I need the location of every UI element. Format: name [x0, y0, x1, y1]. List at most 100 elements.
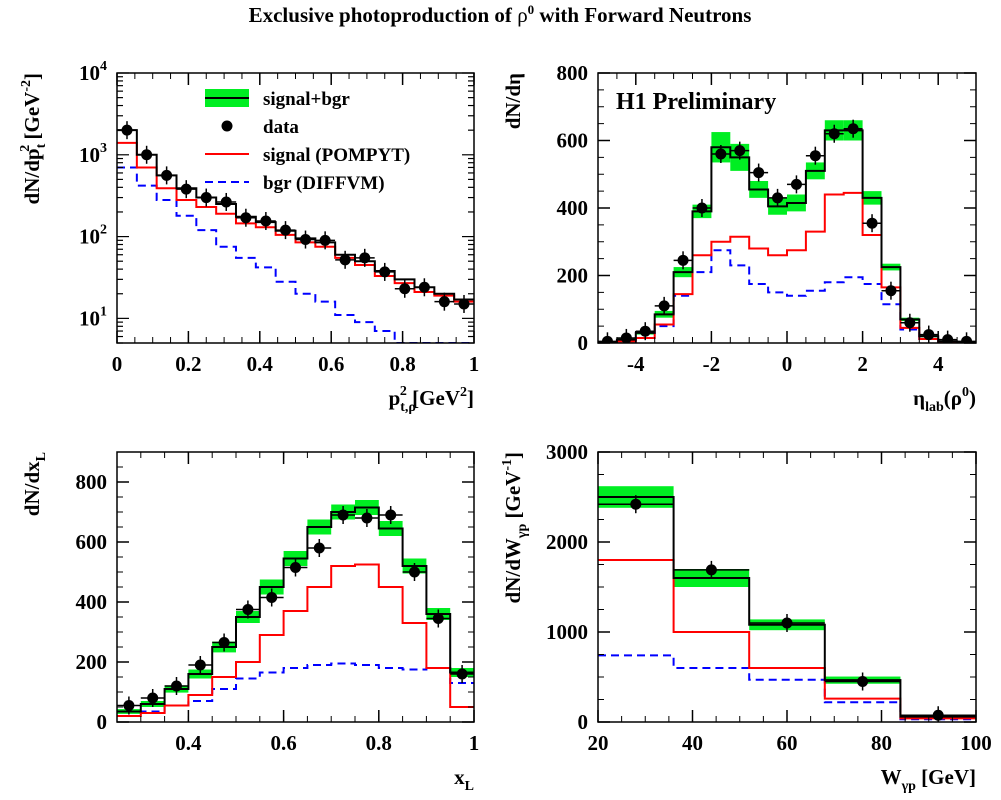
panel-pt2: 0 0.2 0.4 0.6 0.8 1 101 102 103 104 pt,ρ2 [GeV2] dN…: [18, 59, 479, 415]
data-point: [280, 224, 292, 236]
x-tick-label: 0.6: [270, 731, 296, 755]
data-point: [847, 123, 859, 135]
x-tick-label: 20: [588, 731, 609, 755]
data-point: [337, 509, 349, 521]
data-point: [866, 217, 878, 229]
data-point: [418, 281, 430, 293]
x-tick-label: 1: [469, 352, 480, 376]
y-tick-label: 101: [79, 304, 107, 330]
data-point: [200, 192, 212, 204]
data-point: [458, 298, 470, 310]
data-point: [942, 334, 954, 343]
data-point: [932, 709, 944, 721]
data-point: [753, 167, 765, 179]
legend-label: signal+bgr: [263, 89, 350, 110]
data-point: [409, 566, 420, 578]
x-axis-label: xL: [454, 765, 474, 794]
y-tick-label: 104: [79, 59, 107, 85]
data-point: [630, 498, 642, 510]
data-point: [857, 676, 869, 687]
data-point: [620, 332, 632, 343]
y-tick-label: 0: [97, 710, 108, 734]
y-tick-label: 400: [557, 196, 589, 220]
data-point: [639, 325, 651, 337]
plot-area: [117, 500, 474, 717]
y-axis-label: dN/dpt2 [GeV-2]: [18, 73, 49, 204]
data-point: [266, 592, 278, 603]
x-tick-label: 100: [960, 731, 992, 755]
x-axis-label: pt,ρ2 [GeV2]: [389, 384, 474, 415]
data-point: [456, 668, 468, 680]
x-tick-label: 0.2: [175, 352, 201, 376]
x-tick-label: 0.8: [389, 352, 415, 376]
plot-area: [598, 486, 976, 722]
x-tick-label: -4: [627, 352, 645, 376]
y-tick-label: 1000: [546, 620, 588, 644]
x-tick-label: 1: [469, 731, 480, 755]
data-point: [904, 317, 916, 329]
series-total-line: [117, 129, 474, 301]
data-point: [240, 212, 252, 224]
legend-label: data: [263, 117, 299, 138]
title-rho: ρ: [517, 3, 527, 27]
legend: signal+bgr data signal (POMPYT) bgr (DIFFVM…: [205, 89, 410, 194]
data-point: [734, 145, 746, 157]
data-point: [658, 300, 670, 312]
legend-swatch-data: [221, 120, 233, 132]
data-point: [809, 150, 821, 162]
data-point: [147, 692, 159, 704]
data-point: [319, 234, 331, 246]
x-tick-label: -2: [703, 352, 721, 376]
data-point: [885, 285, 897, 297]
series-signal-line: [117, 563, 474, 717]
data-point: [432, 613, 444, 624]
data-point: [601, 335, 613, 343]
data-point: [299, 234, 311, 246]
panel-xl: 0.4 0.6 0.8 1 0 200 400 600 800 xL dN/dxL: [20, 451, 480, 794]
data-point: [790, 178, 802, 190]
x-tick-label: 0: [782, 352, 793, 376]
data-point: [242, 604, 254, 615]
legend-label: bgr (DIFFVM): [263, 173, 385, 194]
data-point: [399, 283, 411, 295]
x-axis-label: ηlab(ρ0): [913, 385, 976, 415]
y-tick-label: 103: [79, 141, 107, 167]
x-tick-label: 4: [933, 352, 944, 376]
y-tick-label: 102: [79, 223, 107, 249]
data-point: [194, 659, 206, 671]
x-tick-label: 0.6: [318, 352, 344, 376]
data-point: [772, 192, 784, 204]
data-point: [220, 196, 232, 208]
data-point: [313, 542, 325, 554]
plot-area: [598, 119, 976, 343]
data-point: [260, 215, 272, 227]
y-tick-label: 0: [578, 331, 589, 355]
y-tick-label: 200: [76, 650, 108, 674]
y-tick-label: 600: [76, 530, 108, 554]
y-axis-label: dN/dη: [501, 73, 525, 129]
x-tick-label: 0.4: [175, 731, 202, 755]
data-point: [359, 252, 371, 264]
y-tick-label: 800: [76, 470, 108, 494]
data-point: [361, 512, 373, 524]
annotation-h1-preliminary: H1 Preliminary: [616, 89, 776, 115]
x-tick-label: 60: [777, 731, 798, 755]
x-tick-label: 0.8: [366, 731, 392, 755]
data-point: [121, 124, 133, 136]
data-point: [961, 335, 973, 343]
y-tick-label: 2000: [546, 530, 588, 554]
x-tick-label: 0.4: [247, 352, 274, 376]
data-point: [781, 617, 793, 629]
data-point: [385, 509, 397, 521]
x-axis-label: Wγp [GeV]: [881, 765, 976, 794]
data-point: [379, 266, 391, 278]
data-point: [923, 329, 935, 341]
data-point: [161, 169, 173, 181]
figure-title: Exclusive photoproduction of ρ0 with For…: [249, 2, 752, 27]
x-tick-label: 80: [871, 731, 892, 755]
data-point: [171, 680, 182, 692]
y-tick-label: 400: [76, 590, 108, 614]
x-tick-label: 0: [112, 352, 123, 376]
data-point: [141, 149, 153, 161]
series-bgr-line: [117, 166, 474, 343]
